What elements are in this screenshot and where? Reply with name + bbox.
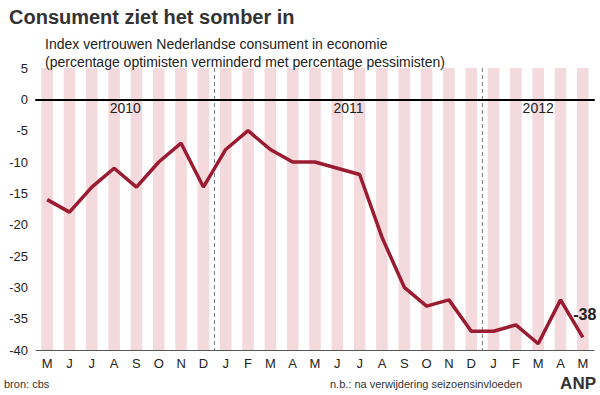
svg-text:0: 0 — [21, 92, 28, 107]
svg-text:J: J — [89, 356, 96, 371]
svg-text:-38: -38 — [573, 306, 596, 323]
svg-text:Consument ziet het somber in: Consument ziet het somber in — [9, 6, 295, 28]
svg-text:2011: 2011 — [333, 100, 363, 116]
svg-text:2012: 2012 — [523, 100, 554, 116]
svg-text:-10: -10 — [9, 155, 28, 170]
svg-text:J: J — [334, 356, 341, 371]
svg-text:A: A — [556, 356, 565, 371]
svg-text:O: O — [422, 356, 432, 371]
svg-text:N: N — [444, 356, 453, 371]
svg-text:5: 5 — [21, 61, 28, 76]
svg-text:(percentage optimisten vermind: (percentage optimisten verminderd met pe… — [45, 54, 445, 70]
svg-text:J: J — [490, 356, 497, 371]
svg-text:J: J — [356, 356, 363, 371]
svg-text:ANP: ANP — [560, 374, 596, 393]
svg-text:S: S — [132, 356, 141, 371]
svg-text:S: S — [400, 356, 409, 371]
svg-text:M: M — [577, 356, 588, 371]
svg-text:M: M — [42, 356, 53, 371]
svg-text:D: D — [467, 356, 476, 371]
svg-text:-25: -25 — [9, 249, 28, 264]
svg-text:M: M — [310, 356, 321, 371]
svg-text:2010: 2010 — [110, 100, 141, 116]
svg-text:bron: cbs: bron: cbs — [4, 378, 50, 390]
svg-text:O: O — [154, 356, 164, 371]
svg-text:F: F — [244, 356, 252, 371]
svg-text:-40: -40 — [9, 343, 28, 358]
svg-text:F: F — [512, 356, 520, 371]
svg-text:M: M — [265, 356, 276, 371]
svg-text:-15: -15 — [9, 186, 28, 201]
svg-text:-35: -35 — [9, 311, 28, 326]
svg-text:Index vertrouwen Nederlandse c: Index vertrouwen Nederlandse consument i… — [45, 36, 388, 52]
svg-text:A: A — [378, 356, 387, 371]
svg-text:M: M — [533, 356, 544, 371]
svg-text:n.b.: na verwijdering seizoens: n.b.: na verwijdering seizoensinvloeden — [330, 378, 522, 390]
svg-text:-5: -5 — [16, 123, 28, 138]
svg-text:J: J — [222, 356, 229, 371]
svg-text:J: J — [66, 356, 73, 371]
svg-text:D: D — [199, 356, 208, 371]
svg-text:-30: -30 — [9, 280, 28, 295]
svg-text:-20: -20 — [9, 217, 28, 232]
svg-text:A: A — [288, 356, 297, 371]
svg-text:N: N — [176, 356, 185, 371]
svg-text:A: A — [110, 356, 119, 371]
